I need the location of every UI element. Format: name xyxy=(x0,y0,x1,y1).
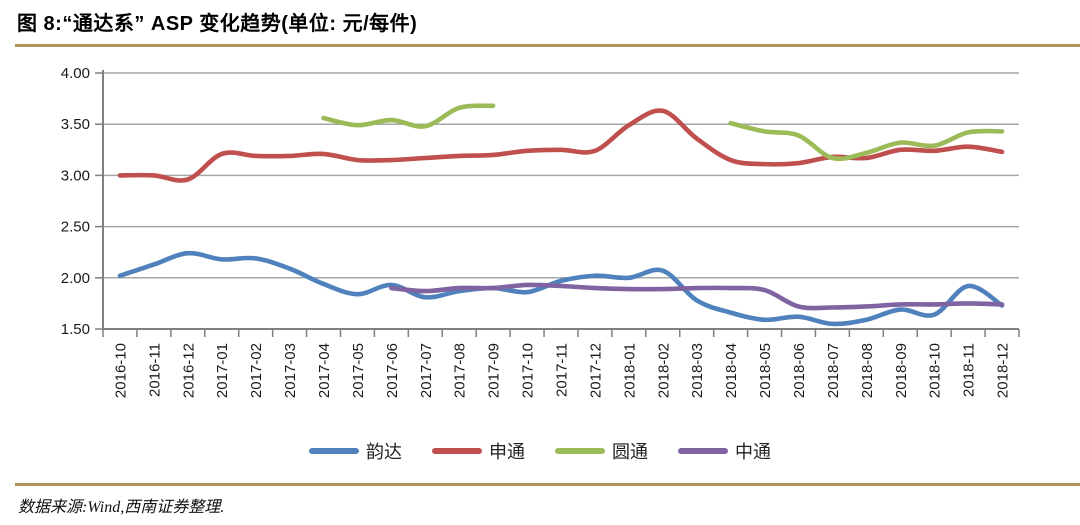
y-tick-label: 2.50 xyxy=(61,219,90,236)
x-tick-label: 2018-11 xyxy=(961,343,978,397)
y-tick-label: 2.00 xyxy=(61,270,90,287)
legend-item-zhongtong: 中通 xyxy=(678,438,771,464)
legend-label-zhongtong: 中通 xyxy=(735,442,771,462)
x-tick-label: 2016-10 xyxy=(112,343,129,398)
title-divider xyxy=(15,44,1080,47)
legend-label-yuantong: 圆通 xyxy=(612,442,648,462)
asp-line-chart: 4.00 3.50 3.00 2.50 2.00 1.50 2016-10 2016-11 20… xyxy=(61,65,1020,398)
legend-item-shentong: 申通 xyxy=(432,438,525,464)
x-tick-label: 2018-01 xyxy=(621,343,638,398)
x-tick-label: 2016-12 xyxy=(180,343,197,398)
x-tick-label: 2018-08 xyxy=(859,343,876,398)
x-tick-label: 2017-08 xyxy=(452,343,469,398)
x-tick-label: 2018-04 xyxy=(723,343,740,398)
legend-item-yuantong: 圆通 xyxy=(555,438,648,464)
y-tick-label: 1.50 xyxy=(61,321,90,338)
x-tick-label: 2017-07 xyxy=(418,343,435,398)
y-tick-label: 3.00 xyxy=(61,167,90,184)
y-tick-label: 3.50 xyxy=(61,116,90,133)
x-tick-label: 2018-03 xyxy=(689,343,706,398)
x-tick-label: 2017-10 xyxy=(520,343,537,398)
x-tick-label: 2018-10 xyxy=(927,343,944,398)
figure-title: 图 8:“通达系” ASP 变化趋势(单位: 元/每件) xyxy=(17,13,418,35)
x-tick-label: 2018-02 xyxy=(655,343,672,398)
y-tick-label: 4.00 xyxy=(61,65,90,82)
x-tick-label: 2018-05 xyxy=(757,343,774,398)
footer-divider xyxy=(15,483,1080,486)
series-line-zhongtong xyxy=(389,282,1005,311)
x-tick-label: 2017-03 xyxy=(282,343,299,398)
data-source: 数据来源:Wind,西南证券整理. xyxy=(18,499,225,516)
x-tick-label: 2016-11 xyxy=(146,343,163,397)
x-tick-label: 2018-12 xyxy=(995,343,1012,398)
legend-item-yunda: 韵达 xyxy=(309,438,402,464)
yunda-line-swatch xyxy=(309,448,359,454)
x-tick-label: 2018-07 xyxy=(825,343,842,398)
shentong-line-swatch xyxy=(432,448,482,454)
x-tick-label: 2018-06 xyxy=(791,343,808,398)
x-tick-label: 2017-04 xyxy=(316,343,333,398)
x-tick-label: 2017-02 xyxy=(248,343,265,398)
x-tick-label: 2018-09 xyxy=(893,343,910,398)
x-tick-label: 2017-09 xyxy=(486,343,503,398)
x-tick-label: 2017-12 xyxy=(587,343,604,398)
series-line-yunda xyxy=(117,250,1005,327)
x-tick-label: 2017-05 xyxy=(350,343,367,398)
series-line-shentong xyxy=(117,108,1005,183)
legend-label-shentong: 申通 xyxy=(489,442,525,462)
yuantong-line-swatch xyxy=(555,448,605,454)
x-tick-label: 2017-01 xyxy=(214,343,231,398)
chart-legend: 韵达 申通 圆通 中通 xyxy=(0,438,1080,464)
zhongtong-line-swatch xyxy=(678,448,728,454)
legend-label-yunda: 韵达 xyxy=(366,442,402,462)
x-tick-label: 2017-11 xyxy=(554,343,571,397)
series-line-yuantong xyxy=(728,120,1005,162)
x-tick-label: 2017-06 xyxy=(384,343,401,398)
series-line-yuantong xyxy=(321,103,496,129)
